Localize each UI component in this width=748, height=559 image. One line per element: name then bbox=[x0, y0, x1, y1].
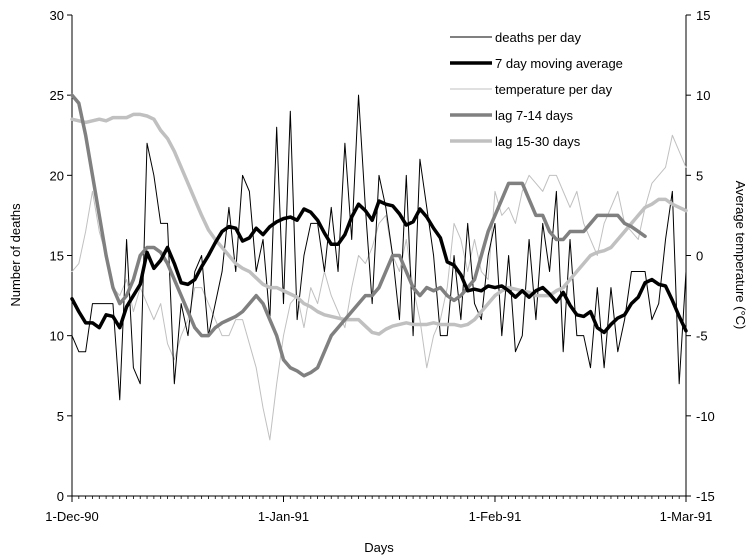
x-axis-ticks: 1-Dec-90 1-Jan-91 1-Feb-91 1-Mar-91 bbox=[45, 496, 712, 524]
x-tick-label: 1-Jan-91 bbox=[258, 509, 309, 524]
y-tick-label: 30 bbox=[50, 8, 64, 23]
y-tick-label: 10 bbox=[50, 329, 64, 344]
y2-tick-label: 15 bbox=[696, 8, 710, 23]
y-tick-label: 0 bbox=[57, 489, 64, 504]
series-line-0 bbox=[71, 94, 687, 401]
legend-label: lag 15-30 days bbox=[495, 134, 581, 149]
x-tick-label: 1-Feb-91 bbox=[469, 509, 522, 524]
legend-label: deaths per day bbox=[495, 30, 582, 45]
right-axis-ticks: -15 -10 -5 0 5 10 15 bbox=[686, 8, 715, 504]
y-tick-label: 15 bbox=[50, 249, 64, 264]
y2-tick-label: -10 bbox=[696, 409, 715, 424]
legend-label: 7 day moving average bbox=[495, 56, 623, 71]
series-layer bbox=[70, 93, 688, 441]
y2-tick-label: -15 bbox=[696, 489, 715, 504]
series-line-4 bbox=[70, 112, 688, 336]
y2-axis-label: Average temperature (°C) bbox=[733, 181, 748, 330]
y2-tick-label: 10 bbox=[696, 88, 710, 103]
y-tick-label: 20 bbox=[50, 168, 64, 183]
y-axis-label: Number of deaths bbox=[8, 203, 23, 307]
x-tick-label: 1-Mar-91 bbox=[660, 509, 713, 524]
y2-tick-label: 0 bbox=[696, 249, 703, 264]
legend: deaths per day 7 day moving average temper… bbox=[450, 30, 623, 149]
y2-tick-label: 5 bbox=[696, 168, 703, 183]
legend-label: temperature per day bbox=[495, 82, 613, 97]
left-axis-ticks: 0 5 10 15 20 25 30 bbox=[50, 8, 72, 504]
series-line-2 bbox=[71, 134, 687, 441]
series-line-3 bbox=[70, 93, 647, 378]
y2-tick-label: -5 bbox=[696, 329, 708, 344]
y-tick-label: 25 bbox=[50, 88, 64, 103]
series-line-1 bbox=[70, 199, 688, 335]
y-tick-label: 5 bbox=[57, 409, 64, 424]
x-tick-label: 1-Dec-90 bbox=[45, 509, 98, 524]
x-axis-label: Days bbox=[364, 540, 394, 555]
legend-label: lag 7-14 days bbox=[495, 108, 574, 123]
